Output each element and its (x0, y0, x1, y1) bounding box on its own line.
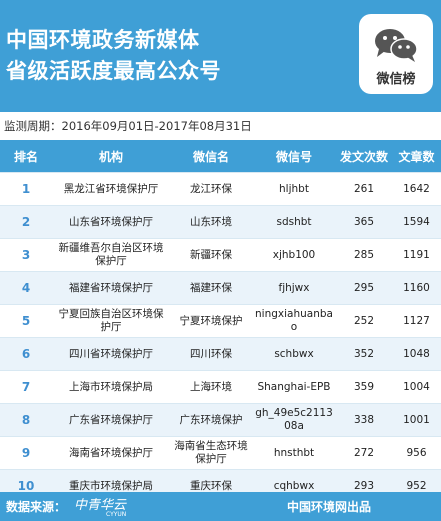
posts-cell: 295 (336, 271, 392, 305)
wechat-badge: 微信榜 (359, 14, 433, 94)
wechat-name-cell: 四川环保 (170, 337, 252, 371)
logo-text: 中青华云 (74, 498, 127, 513)
table-row: 4 福建省环境保护厅 福建环保 fjhjwx 295 1160 (0, 271, 441, 305)
posts-cell: 359 (336, 370, 392, 404)
period-bar: 监测周期：2016年09月01日-2017年08月31日 (0, 112, 441, 140)
table-row: 6 四川省环境保护厅 四川环保 schbwx 352 1048 (0, 337, 441, 371)
articles-cell: 1127 (392, 304, 441, 338)
wechat-id-cell: schbwx (252, 337, 336, 371)
articles-cell: 1594 (392, 205, 441, 239)
org-cell: 宁夏回族自治区环境保护厅 (52, 304, 170, 338)
rank-cell: 6 (0, 337, 52, 371)
posts-cell: 338 (336, 403, 392, 437)
wechat-id-cell: hljhbt (252, 172, 336, 206)
wechat-id-cell: Shanghai-EPB (252, 370, 336, 404)
table-row: 8 广东省环境保护厅 广东环境保护 gh_49e5c211308a 338 10… (0, 403, 441, 437)
table-row: 5 宁夏回族自治区环境保护厅 宁夏环境保护 ningxiahuanbao 252… (0, 304, 441, 338)
wechat-name-cell: 新疆环保 (170, 238, 252, 272)
articles-cell: 1191 (392, 238, 441, 272)
page-title: 中国环境政务新媒体 (6, 28, 200, 52)
wechat-name-cell: 宁夏环境保护 (170, 304, 252, 338)
col-header-org: 机构 (52, 140, 170, 173)
articles-cell: 1642 (392, 172, 441, 206)
footer: 数据来源： 中青华云 CYYUN 中国环境网出品 (0, 492, 441, 521)
col-header-wechat-name: 微信名 (170, 140, 252, 173)
wechat-name-cell: 海南省生态环境保护厅 (170, 436, 252, 470)
wechat-id-cell: ningxiahuanbao (252, 304, 336, 338)
wechat-id-cell: gh_49e5c211308a (252, 403, 336, 437)
wechat-id-cell: xjhb100 (252, 238, 336, 272)
wechat-id-cell: hnsthbt (252, 436, 336, 470)
articles-cell: 1048 (392, 337, 441, 371)
wechat-icon (375, 29, 418, 62)
rank-cell: 7 (0, 370, 52, 404)
posts-cell: 252 (336, 304, 392, 338)
wechat-name-cell: 福建环保 (170, 271, 252, 305)
table-row: 1 黑龙江省环境保护厅 龙江环保 hljhbt 261 1642 (0, 172, 441, 206)
wechat-id-cell: sdshbt (252, 205, 336, 239)
articles-cell: 1004 (392, 370, 441, 404)
header: 中国环境政务新媒体 省级活跃度最高公众号 微信榜 (0, 0, 441, 112)
wechat-name-cell: 山东环境 (170, 205, 252, 239)
table-row: 7 上海市环境保护局 上海环境 Shanghai-EPB 359 1004 (0, 370, 441, 404)
page-subtitle: 省级活跃度最高公众号 (6, 59, 221, 83)
org-cell: 新疆维吾尔自治区环境保护厅 (52, 238, 170, 272)
wechat-name-cell: 龙江环保 (170, 172, 252, 206)
org-cell: 山东省环境保护厅 (52, 205, 170, 239)
rank-cell: 5 (0, 304, 52, 338)
col-header-posts: 发文次数 (336, 140, 392, 173)
posts-cell: 272 (336, 436, 392, 470)
rank-cell: 1 (0, 172, 52, 206)
posts-cell: 285 (336, 238, 392, 272)
rank-cell: 9 (0, 436, 52, 470)
org-cell: 广东省环境保护厅 (52, 403, 170, 437)
col-header-wechat-id: 微信号 (252, 140, 336, 173)
col-header-rank: 排名 (0, 140, 52, 173)
org-cell: 上海市环境保护局 (52, 370, 170, 404)
wechat-id-cell: fjhjwx (252, 271, 336, 305)
posts-cell: 352 (336, 337, 392, 371)
articles-cell: 1160 (392, 271, 441, 305)
table-header-row: 排名 机构 微信名 微信号 发文次数 文章数 (0, 140, 441, 173)
org-cell: 海南省环境保护厅 (52, 436, 170, 470)
org-cell: 黑龙江省环境保护厅 (52, 172, 170, 206)
posts-cell: 261 (336, 172, 392, 206)
rank-cell: 3 (0, 238, 52, 272)
rank-cell: 4 (0, 271, 52, 305)
wechat-name-cell: 广东环境保护 (170, 403, 252, 437)
articles-cell: 956 (392, 436, 441, 470)
rank-cell: 2 (0, 205, 52, 239)
table-row: 3 新疆维吾尔自治区环境保护厅 新疆环保 xjhb100 285 1191 (0, 238, 441, 272)
monitoring-period: 监测周期：2016年09月01日-2017年08月31日 (4, 119, 252, 133)
org-cell: 四川省环境保护厅 (52, 337, 170, 371)
source-label: 数据来源： (6, 500, 67, 514)
articles-cell: 1001 (392, 403, 441, 437)
table-row: 9 海南省环境保护厅 海南省生态环境保护厅 hnsthbt 272 956 (0, 436, 441, 470)
badge-label: 微信榜 (376, 72, 416, 87)
col-header-articles: 文章数 (392, 140, 441, 173)
wechat-name-cell: 上海环境 (170, 370, 252, 404)
cyyun-logo: 中青华云 CYYUN (74, 498, 127, 518)
table-row: 2 山东省环境保护厅 山东环境 sdshbt 365 1594 (0, 205, 441, 239)
org-cell: 福建省环境保护厅 (52, 271, 170, 305)
credit-text: 中国环境网出品 (286, 500, 371, 514)
logo-subtext: CYYUN (106, 511, 126, 518)
ranking-table: 排名 机构 微信名 微信号 发文次数 文章数 1 黑龙江省环境保护厅 龙江环保 … (0, 140, 441, 502)
posts-cell: 365 (336, 205, 392, 239)
rank-cell: 8 (0, 403, 52, 437)
